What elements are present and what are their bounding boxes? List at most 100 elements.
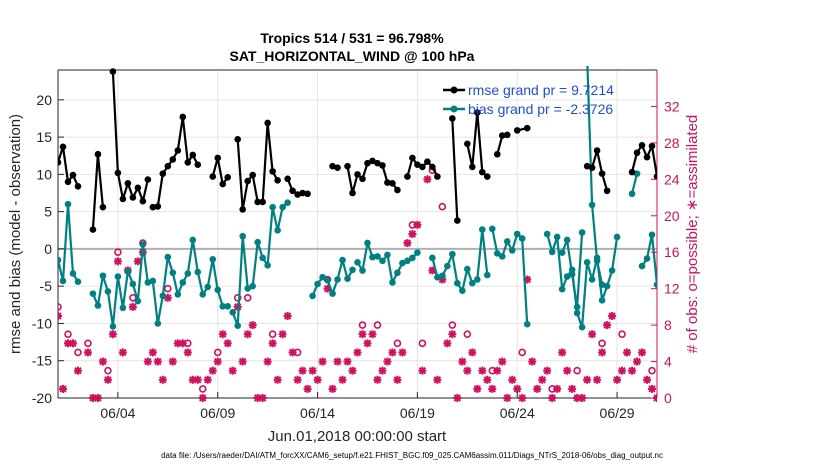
asterisk-stroke [408,230,417,238]
asterisk-stroke [134,257,142,266]
rmse-point [593,147,601,154]
legend-rmse-marker [450,86,458,94]
asterisk-stroke [149,348,157,357]
bias-point [329,290,336,297]
bias-point [274,226,281,234]
obs-assimilated-marker [593,375,602,384]
obs-assimilated-marker [588,330,597,339]
rmse-point [344,162,351,170]
obs-possible-marker [58,303,62,311]
y-left-tick-label: -5 [40,278,53,294]
bias-point [89,290,97,297]
bias-point [129,280,137,288]
obs-possible-marker [213,348,222,357]
asterisk-stroke [563,366,571,375]
bias-point [354,259,361,266]
obs-assimilated-marker [343,357,352,366]
obs-assimilated-marker [453,394,462,402]
obs-assimilated-marker [303,384,312,393]
bias-point [269,203,276,211]
bias-point [643,255,651,262]
rmse-series [58,68,657,233]
bias-point [149,277,157,285]
asterisk-stroke [458,357,467,366]
rmse-point [194,161,202,168]
obs-possible-marker [598,339,606,348]
asterisk-stroke [238,357,247,366]
bias-point [224,303,232,310]
obs-assimilated-marker [168,357,177,366]
obs-assimilated-marker [83,348,92,357]
bias-point [134,297,142,305]
bias-point [488,225,496,233]
bias-point [349,266,356,274]
rmse-point [74,182,82,190]
obs-possible-marker [448,321,457,329]
bias-point [573,309,581,317]
rmse-point [394,186,401,194]
bias-point [369,253,376,261]
asterisk-stroke [99,357,107,366]
asterisk-stroke [333,357,342,366]
obs-possible-marker [373,321,382,329]
asterisk-stroke [548,394,556,402]
bias-point [249,282,256,290]
asterisk-stroke [403,239,412,247]
obs-assimilated-marker [213,357,222,366]
y-left-tick-label: -20 [32,390,52,406]
bias-point [483,271,491,279]
obs-assimilated-marker [418,366,427,375]
bias-line-segment [586,66,604,285]
bias-point [244,285,251,292]
rmse-point [134,184,142,192]
obs-assimilated-marker [648,384,657,393]
bias-point [613,233,621,241]
y-right-tick-label: 0 [664,390,672,406]
rmse-point [598,170,606,177]
bias-point [344,275,351,283]
obs-assimilated-marker [73,366,82,375]
obs-assimilated-marker [128,302,137,311]
obs-possible-marker [418,339,427,348]
obs-assimilated-marker [423,175,432,184]
obs-assimilated-marker [618,366,627,375]
obs-assimilated-marker [658,303,666,311]
asterisk-stroke [353,348,362,357]
obs-assimilated-marker [263,357,272,366]
obs-assimilated-marker [358,330,367,339]
obs-possible-marker [74,348,82,357]
asterisk-stroke [129,303,137,311]
asterisk-stroke [513,385,521,393]
x-tick-label: 06/19 [400,405,435,421]
bias-point [498,253,506,260]
asterisk-stroke [483,376,491,384]
bias-point [603,282,611,290]
y-left-tick-label: -15 [32,353,52,369]
bias-point [229,308,237,316]
obs-assimilated-marker [158,375,167,384]
bias-point [339,256,346,264]
rmse-line-segment [211,156,229,186]
asterisk-stroke [283,312,292,320]
asterisk-stroke [363,339,372,348]
asterisk-stroke [338,376,347,384]
asterisk-stroke [159,376,167,384]
obs-assimilated-marker [533,384,542,393]
bias-point [309,292,316,300]
asterisk-stroke [248,321,257,329]
bias-point [194,268,202,276]
asterisk-stroke [288,348,297,357]
obs-assimilated-marker [383,357,392,366]
obs-assimilated-marker [283,312,292,320]
obs-assimilated-marker [403,239,412,248]
bias-line-segment [91,243,149,328]
asterisk-stroke [84,348,92,357]
asterisk-stroke [493,366,501,375]
y-left-tick-label: 15 [36,129,52,145]
obs-possible-marker [84,339,92,348]
bias-point [493,250,501,257]
asterisk-stroke [59,385,67,393]
bias-point [459,287,466,294]
asterisk-stroke [478,366,486,375]
